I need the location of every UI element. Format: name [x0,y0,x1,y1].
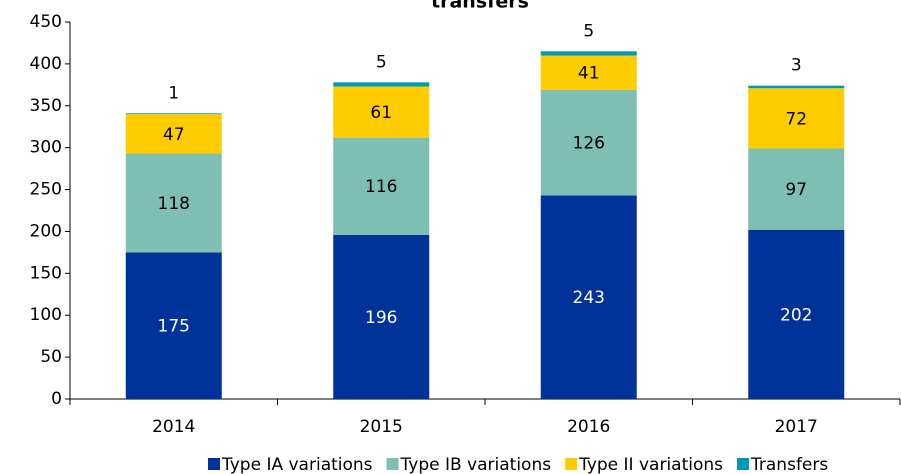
data-label: 41 [578,64,600,84]
bar-segment [748,148,845,230]
bar-segment [748,229,845,399]
bar-segment [540,89,637,196]
bar-segment [125,114,222,154]
x-tick-label: 2016 [567,417,610,437]
data-label: 196 [365,308,397,328]
data-label: 47 [163,125,185,145]
y-tick-label: 400 [30,54,62,74]
legend-swatch [565,458,578,470]
bar-segment [540,51,637,56]
data-label: 61 [370,103,392,123]
data-label: 243 [573,288,605,308]
legend-label: Type IB variations [400,455,552,474]
legend-swatch [386,458,399,470]
y-tick-label: 150 [30,263,62,283]
legend-label: Type II variations [578,455,723,474]
y-tick-label: 250 [30,180,62,200]
x-tick-label: 2015 [360,417,403,437]
y-tick-label: 0 [51,389,62,409]
data-label: 116 [365,177,397,197]
y-tick-label: 300 [30,138,62,158]
y-tick-label: 200 [30,221,62,241]
x-tick-label: 2017 [775,417,818,437]
bar-segment [333,137,430,235]
data-label: 5 [376,52,387,72]
y-tick-label: 50 [40,347,62,367]
data-label: 118 [158,194,190,214]
bar-segment [540,55,637,90]
bar-segment [125,153,222,253]
data-label: 3 [791,56,802,76]
bar-segment [540,195,637,399]
data-label: 97 [785,180,807,200]
data-label: 126 [573,134,605,154]
legend-label: Type IA variations [221,455,373,474]
bar-segment [333,82,430,87]
legend-swatch [208,458,220,470]
y-tick-label: 100 [30,305,62,325]
data-label: 1 [168,83,179,103]
legend-swatch [737,458,750,470]
bar-segment [333,86,430,138]
data-label: 5 [583,21,594,41]
bar-segment [125,113,222,115]
data-label: 72 [785,109,807,129]
bar-segment [748,88,845,149]
chart-title: transfers [431,0,529,13]
y-tick-label: 450 [30,12,62,32]
legend-label: Transfers [750,455,828,474]
bar-segment [333,234,430,399]
y-tick-label: 350 [30,96,62,116]
bar-segment [748,85,845,89]
bar-segment [125,252,222,399]
data-label: 202 [780,305,812,325]
data-label: 175 [158,317,190,337]
x-tick-label: 2014 [152,417,195,437]
